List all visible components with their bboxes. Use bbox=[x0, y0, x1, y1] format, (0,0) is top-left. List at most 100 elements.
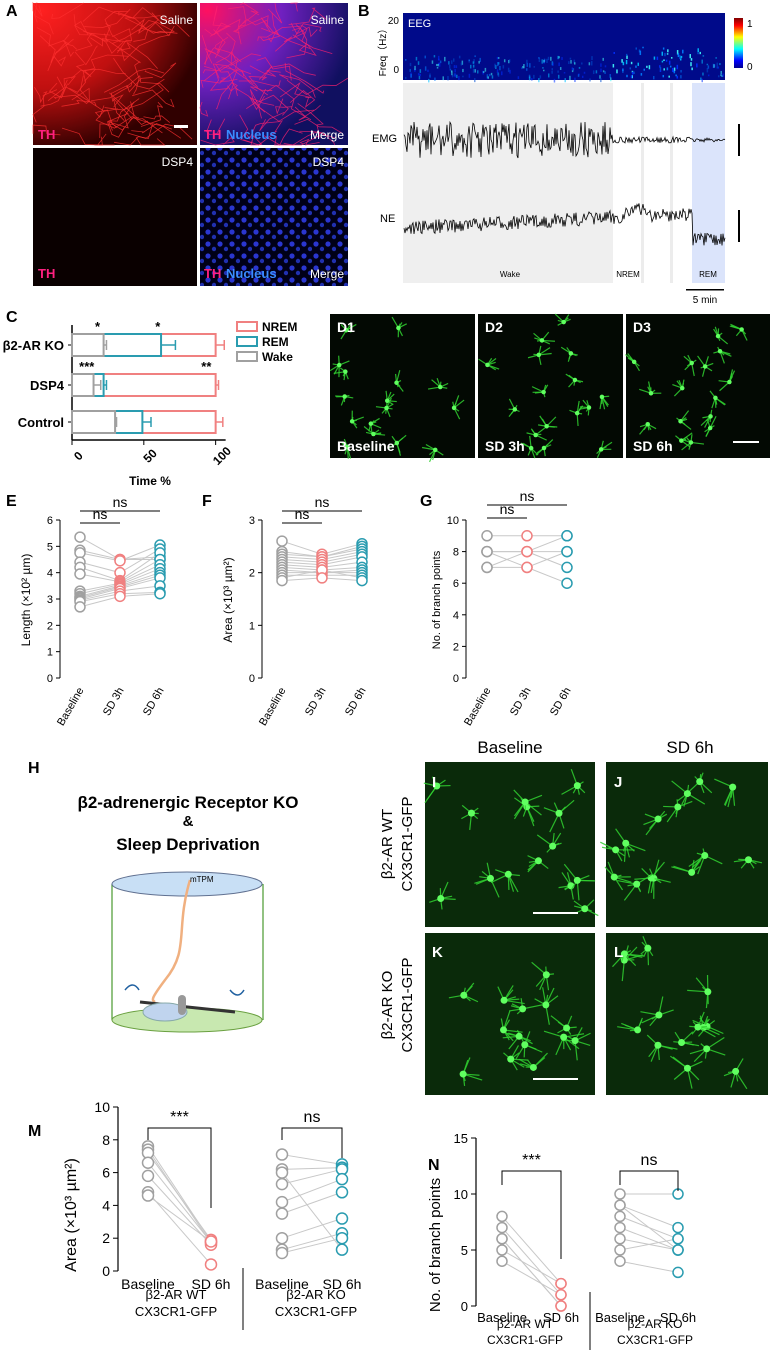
h-title-1: β2-adrenergic Receptor KO bbox=[77, 793, 298, 812]
spec-pixel bbox=[417, 73, 420, 76]
spec-pixel bbox=[702, 55, 705, 57]
spec-pixel bbox=[414, 65, 416, 71]
pair-line bbox=[501, 1249, 562, 1285]
spec-pixel bbox=[449, 68, 452, 71]
microglia-cell bbox=[599, 394, 610, 410]
th-fiber bbox=[84, 54, 129, 82]
comparison-label: *** bbox=[170, 1109, 189, 1126]
th-fiber bbox=[227, 6, 267, 26]
th-fiber bbox=[107, 112, 129, 138]
th-fiber bbox=[75, 32, 111, 52]
spec-pixel bbox=[691, 67, 693, 71]
microglia-cell bbox=[394, 370, 404, 392]
microglia-cell bbox=[687, 974, 712, 1009]
panel-b-letter: B bbox=[358, 3, 370, 20]
spec-pixel bbox=[454, 73, 457, 78]
spec-pixel bbox=[523, 64, 525, 69]
chart-n: 0 5 10 15 Baseline SD 6h Baseline SD 6h *** ns bbox=[454, 1131, 697, 1325]
image-merge-dsp4 bbox=[200, 148, 348, 286]
row-ko-2: CX3CR1-GFP bbox=[399, 957, 416, 1052]
bar-rem bbox=[71, 333, 163, 357]
spec-pixel bbox=[452, 58, 455, 62]
data-point bbox=[335, 1243, 349, 1256]
label-l: L bbox=[614, 944, 623, 961]
y-tick-label: 8 bbox=[102, 1132, 110, 1148]
cell-soma bbox=[713, 395, 718, 401]
chart-f-ylabel: Area (×10³ µm²) bbox=[221, 557, 235, 642]
nrem-shade-1 bbox=[641, 83, 644, 283]
spec-pixel bbox=[717, 75, 720, 78]
spec-pixel bbox=[639, 50, 642, 56]
spec-pixel bbox=[474, 78, 476, 83]
chart-n-ylabel: No. of branch points bbox=[427, 1178, 444, 1312]
cell-soma bbox=[586, 405, 592, 410]
colorbar-top: 1 bbox=[747, 19, 753, 30]
th-fiber bbox=[200, 68, 251, 88]
spec-pixel bbox=[456, 74, 458, 79]
spec-pixel bbox=[433, 55, 436, 58]
spec-pixel bbox=[591, 56, 593, 61]
spec-pixel bbox=[526, 59, 528, 64]
spec-pixel bbox=[508, 59, 511, 63]
spec-pixel bbox=[659, 70, 662, 72]
th-fiber bbox=[199, 101, 209, 117]
cell-soma bbox=[674, 803, 682, 811]
th-fiber bbox=[33, 2, 54, 35]
spec-pixel bbox=[583, 71, 586, 74]
spec-pixel bbox=[622, 61, 625, 66]
microglia-cell bbox=[459, 1057, 483, 1087]
data-point bbox=[614, 1210, 626, 1223]
spec-pixel bbox=[458, 55, 461, 59]
microglia-cell bbox=[490, 869, 520, 893]
spec-pixel bbox=[439, 60, 442, 64]
data-point bbox=[481, 561, 493, 574]
m-group-wt-1: β2-AR WT bbox=[146, 1287, 207, 1302]
cell-soma bbox=[384, 405, 389, 411]
cell-soma bbox=[727, 379, 732, 385]
cell-soma bbox=[396, 325, 401, 331]
spec-pixel bbox=[699, 51, 701, 55]
data-point bbox=[561, 530, 573, 542]
th-fiber bbox=[129, 116, 149, 125]
n-group-ko-1: β2-AR KO bbox=[628, 1317, 683, 1331]
row-wt-2: CX3CR1-GFP bbox=[399, 796, 416, 891]
th-fiber bbox=[248, 65, 273, 88]
th-fiber bbox=[202, 58, 239, 74]
wake-shade bbox=[403, 83, 613, 283]
microglia-cell bbox=[687, 772, 713, 794]
microglia-cell bbox=[503, 1045, 529, 1071]
spec-pixel bbox=[538, 78, 540, 83]
spec-pixel bbox=[502, 65, 505, 69]
cell-soma bbox=[678, 418, 683, 424]
legend-swatch bbox=[236, 351, 258, 362]
y-tick-label: 4 bbox=[47, 568, 53, 580]
spec-pixel bbox=[448, 64, 451, 69]
data-point bbox=[555, 1300, 567, 1312]
th-fiber bbox=[204, 47, 245, 77]
scale-bar-d bbox=[733, 441, 759, 443]
spec-pixel bbox=[497, 57, 500, 59]
pair-line bbox=[281, 1232, 343, 1251]
pair-line bbox=[147, 1152, 212, 1241]
cell-soma bbox=[679, 438, 684, 443]
th-fiber bbox=[99, 116, 135, 139]
cell-soma bbox=[467, 809, 475, 817]
cell-soma bbox=[486, 874, 494, 882]
spec-pixel bbox=[533, 66, 536, 68]
data-point bbox=[275, 1246, 289, 1260]
comparison-label: ns bbox=[641, 1152, 658, 1169]
microglia-cell bbox=[689, 1036, 726, 1063]
cell-soma bbox=[542, 1001, 550, 1009]
microglia-cell bbox=[536, 832, 562, 853]
microglia-cell bbox=[714, 778, 737, 808]
microglia-cell bbox=[427, 378, 449, 390]
microglia-cell bbox=[538, 415, 558, 429]
th-fiber bbox=[112, 27, 174, 44]
data-point bbox=[496, 1221, 508, 1234]
spec-pixel bbox=[404, 59, 407, 61]
spec-pixel bbox=[595, 70, 598, 74]
microglia-cell bbox=[639, 381, 662, 396]
spec-pixel bbox=[635, 47, 638, 50]
